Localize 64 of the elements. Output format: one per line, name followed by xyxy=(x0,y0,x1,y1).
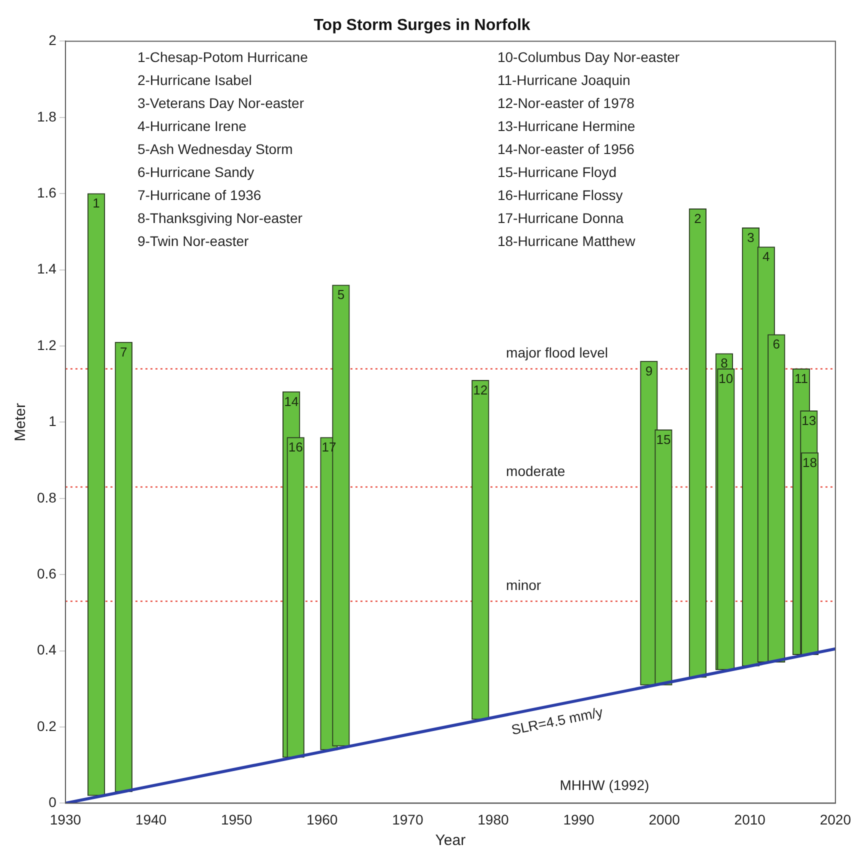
x-tick-label: 1960 xyxy=(306,811,338,828)
annotation: 1 xyxy=(92,196,100,211)
annotation: 13 xyxy=(802,412,816,428)
annotation: 5 xyxy=(337,287,345,302)
annotation: 3 xyxy=(747,230,754,245)
x-tick-label: 2020 xyxy=(820,811,852,828)
x-tick-label: 1980 xyxy=(478,811,509,828)
x-tick-label: 2010 xyxy=(734,811,766,828)
y-tick-label: 0.2 xyxy=(36,718,57,734)
y-tick-label: 2 xyxy=(48,32,57,48)
annotation: 15-Hurricane Floyd xyxy=(497,164,617,180)
annotation: 16-Hurricane Flossy xyxy=(497,187,623,204)
y-tick-label: 1.4 xyxy=(36,260,57,277)
annotation: 14-Nor-easter of 1956 xyxy=(497,141,635,158)
ref-line-label: moderate xyxy=(506,462,566,479)
annotation: 16 xyxy=(288,440,303,455)
annotation: 6-Hurricane Sandy xyxy=(137,164,254,180)
annotation: 15 xyxy=(656,432,671,447)
annotation: 12-Nor-easter of 1978 xyxy=(497,95,635,112)
y-axis-title: Meter xyxy=(12,403,30,442)
annotation: 4-Hurricane Irene xyxy=(137,118,247,134)
annotation: 7-Hurricane of 1936 xyxy=(137,187,262,204)
x-tick-label: 1970 xyxy=(392,811,424,828)
x-tick-label: 1940 xyxy=(135,811,167,828)
y-tick-label: 1.8 xyxy=(36,108,57,124)
annotation: 10-Columbus Day Nor-easter xyxy=(497,49,680,66)
annotation: 11-Hurricane Joaquin xyxy=(497,72,630,88)
x-tick-label: 1990 xyxy=(563,811,595,828)
y-tick-label: 1.6 xyxy=(36,184,57,200)
annotation: 7 xyxy=(120,344,128,360)
ref-line-label: major flood level xyxy=(506,344,608,361)
annotation: 13-Hurricane Hermine xyxy=(497,118,636,134)
chart-title: Top Storm Surges in Norfolk xyxy=(314,17,530,34)
annotation: 11 xyxy=(794,370,808,386)
y-tick-label: 0 xyxy=(48,794,57,810)
y-tick-label: 0.8 xyxy=(36,489,57,506)
x-tick-label: 1930 xyxy=(50,811,82,828)
annotation: 4 xyxy=(762,249,770,264)
annotation: 8 xyxy=(720,356,728,371)
annotation: MHHW (1992) xyxy=(560,777,650,794)
annotation: 2-Hurricane Isabel xyxy=(137,72,252,88)
x-tick-label: 1950 xyxy=(220,811,252,828)
annotation: 3-Veterans Day Nor-easter xyxy=(137,95,304,112)
annotation: 10 xyxy=(718,370,734,386)
y-tick-label: 0.6 xyxy=(36,565,57,582)
annotation: 1-Chesap-Potom Hurricane xyxy=(137,49,308,66)
annotation: 5-Ash Wednesday Storm xyxy=(137,141,293,158)
y-tick-label: 1 xyxy=(48,413,57,430)
annotation: 2 xyxy=(694,210,702,226)
annotation: 12 xyxy=(473,382,488,398)
y-tick-label: 1.2 xyxy=(36,336,57,353)
annotation: 8-Thanksgiving Nor-easter xyxy=(137,210,303,226)
text: SLR=4.5 mm/y xyxy=(510,704,604,738)
annotation: 18-Hurricane Matthew xyxy=(497,233,636,250)
annotation: 14 xyxy=(284,394,299,409)
annotation: 9-Twin Nor-easter xyxy=(137,233,250,250)
annotation: 18 xyxy=(802,454,817,470)
x-axis-title: Year xyxy=(435,832,466,850)
annotation: 17-Hurricane Donna xyxy=(497,210,624,226)
annotation: 6 xyxy=(772,336,780,352)
annotation: 9 xyxy=(645,363,653,378)
y-tick-label: 0.4 xyxy=(36,642,57,658)
ref-line-label: minor xyxy=(506,577,542,594)
x-tick-label: 2000 xyxy=(648,811,680,828)
